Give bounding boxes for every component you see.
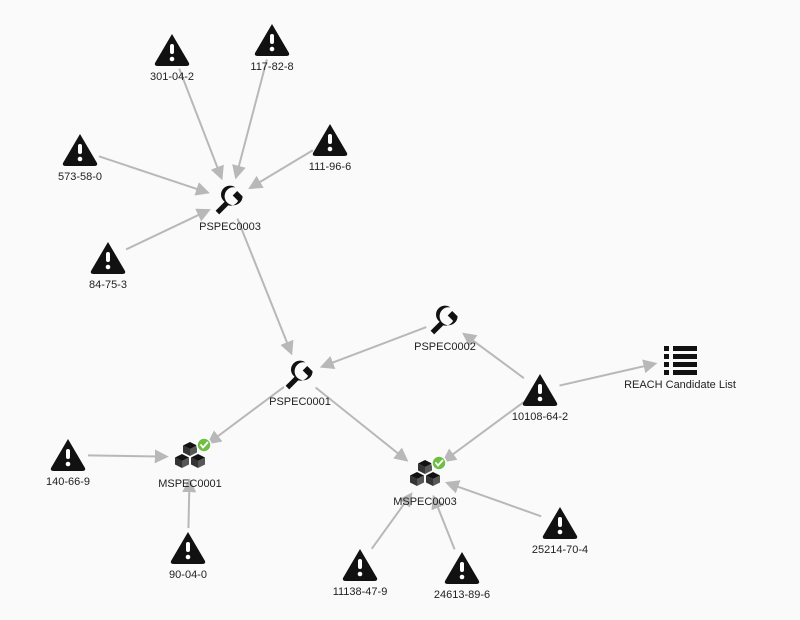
warning-icon: [445, 552, 479, 584]
nodes-layer: 573-58-0 301-04-2 117-82-8 111-96-6 84-75-3 P…: [46, 24, 736, 601]
node-573-58-0[interactable]: 573-58-0: [58, 134, 102, 183]
node-10108-64-2[interactable]: 10108-64-2: [512, 374, 568, 423]
node-REACH[interactable]: REACH Candidate List: [624, 346, 736, 391]
node-label: 11138-47-9: [333, 586, 388, 598]
wrench-icon: [216, 186, 243, 215]
warning-icon: [63, 134, 97, 166]
wrench-icon: [431, 306, 458, 335]
node-label: PSPEC0001: [269, 396, 331, 408]
node-label: 117-82-8: [250, 61, 293, 73]
boxes-icon: [410, 456, 446, 486]
warning-icon: [51, 439, 85, 471]
edge: [179, 69, 221, 178]
node-label: 90-04-0: [169, 569, 207, 581]
edge: [322, 327, 426, 366]
node-label: 301-04-2: [150, 71, 194, 83]
node-label: REACH Candidate List: [624, 379, 736, 391]
node-label: 140-66-9: [46, 476, 90, 488]
node-label: 573-58-0: [58, 171, 102, 183]
edge: [448, 483, 542, 516]
warning-icon: [171, 532, 205, 564]
edge: [251, 150, 313, 187]
warning-icon: [255, 24, 289, 56]
warning-icon: [91, 242, 125, 274]
node-label: 10108-64-2: [512, 411, 568, 423]
node-MSPEC0001[interactable]: MSPEC0001: [158, 438, 222, 490]
list-icon: [664, 346, 697, 375]
node-label: PSPEC0002: [414, 341, 476, 353]
warning-icon: [523, 374, 557, 406]
node-label: 84-75-3: [89, 279, 127, 291]
wrench-icon: [286, 361, 313, 390]
node-PSPEC0001[interactable]: PSPEC0001: [269, 361, 331, 408]
edges-layer: [88, 59, 655, 549]
node-label: PSPEC0003: [199, 221, 261, 233]
node-90-04-0[interactable]: 90-04-0: [169, 532, 207, 581]
node-301-04-2[interactable]: 301-04-2: [150, 34, 194, 83]
node-11138-47-9[interactable]: 11138-47-9: [333, 549, 388, 598]
edge: [237, 219, 291, 353]
node-140-66-9[interactable]: 140-66-9: [46, 439, 90, 488]
node-label: 24613-89-6: [434, 589, 490, 601]
edge: [236, 59, 267, 176]
node-84-75-3[interactable]: 84-75-3: [89, 242, 127, 291]
node-label: 25214-70-4: [532, 544, 588, 556]
warning-icon: [313, 124, 347, 156]
node-label: MSPEC0003: [393, 496, 457, 508]
node-PSPEC0002[interactable]: PSPEC0002: [414, 306, 476, 353]
node-label: MSPEC0001: [158, 478, 222, 490]
edge: [126, 210, 208, 249]
edge: [99, 156, 207, 192]
node-111-96-6[interactable]: 111-96-6: [309, 124, 351, 173]
node-117-82-8[interactable]: 117-82-8: [250, 24, 293, 73]
boxes-icon: [175, 438, 211, 468]
node-MSPEC0003[interactable]: MSPEC0003: [393, 456, 457, 508]
warning-icon: [543, 507, 577, 539]
edge: [88, 455, 166, 456]
node-25214-70-4[interactable]: 25214-70-4: [532, 507, 588, 556]
node-24613-89-6[interactable]: 24613-89-6: [434, 552, 490, 601]
warning-icon: [155, 34, 189, 66]
node-label: 111-96-6: [309, 161, 351, 173]
node-PSPEC0003[interactable]: PSPEC0003: [199, 186, 261, 233]
warning-icon: [343, 549, 377, 581]
network-diagram: 573-58-0 301-04-2 117-82-8 111-96-6 84-75-3 P…: [0, 0, 800, 620]
